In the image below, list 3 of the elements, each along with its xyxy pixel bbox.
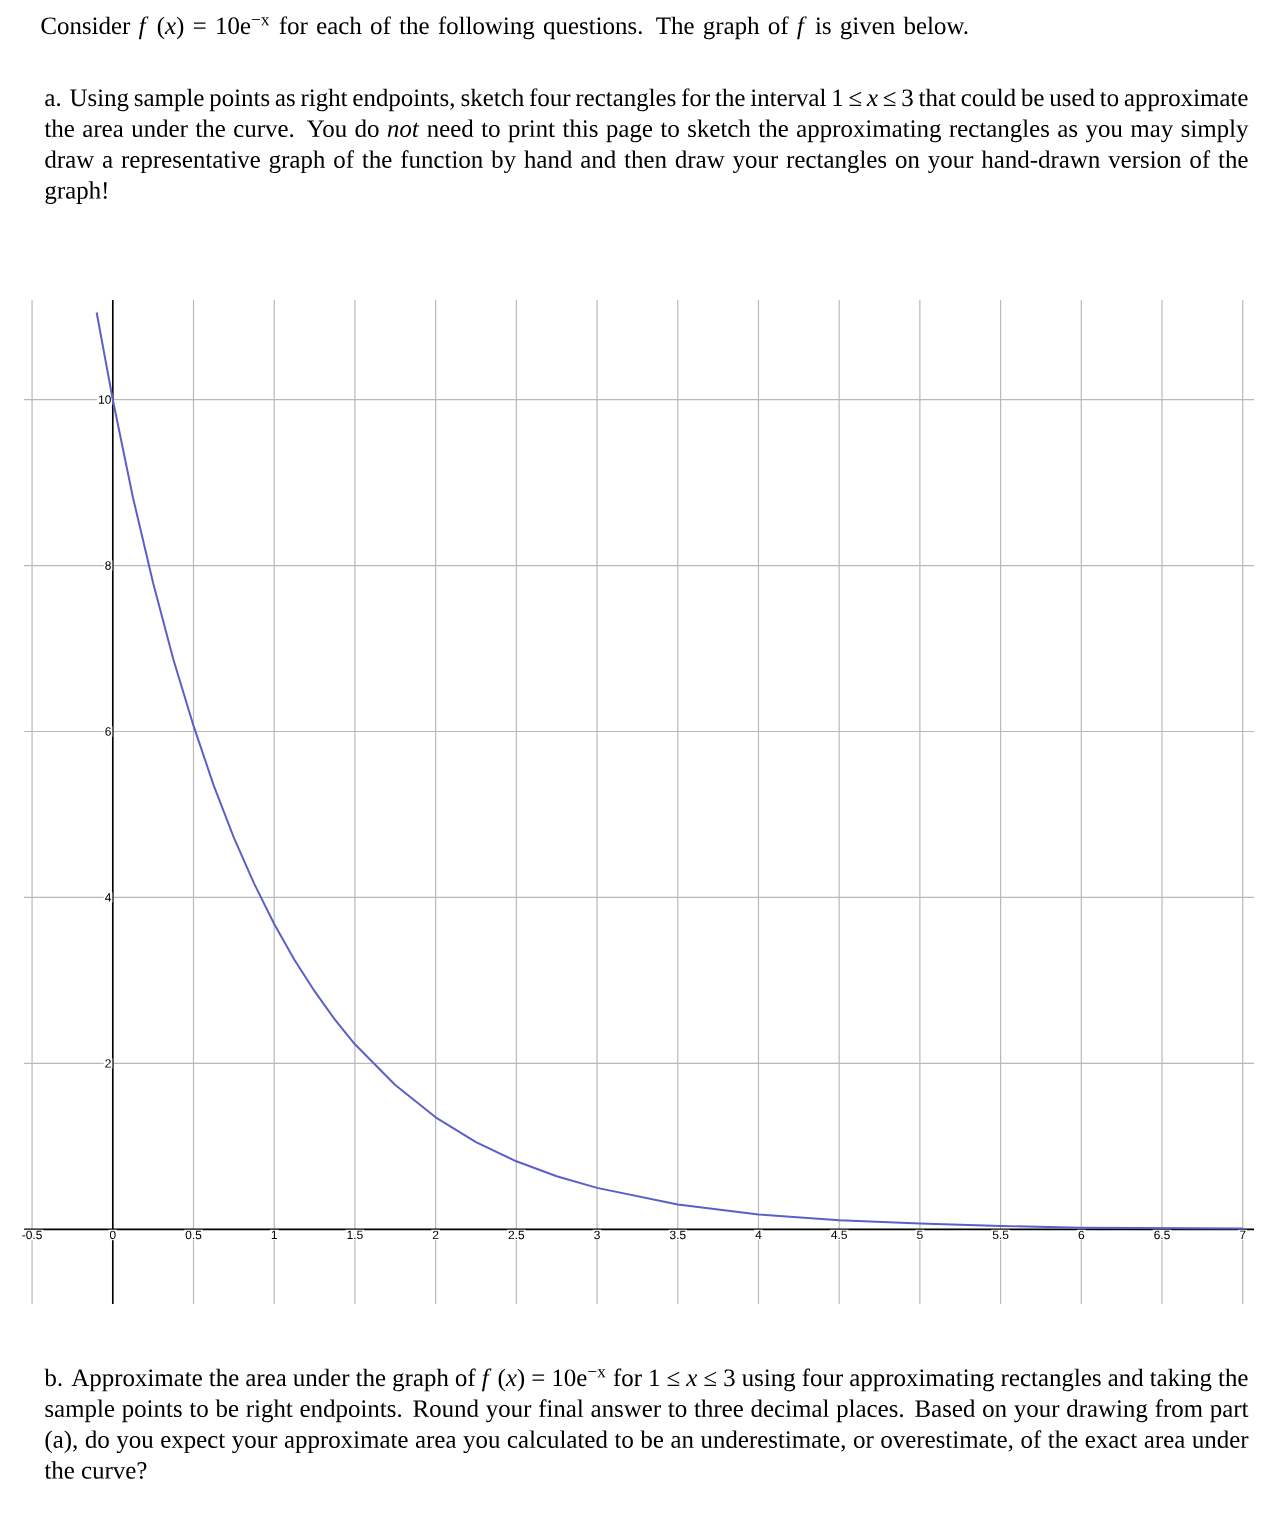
text: a. Using sample points as right endpoints, sketch four rectangles for the interval 1 ≤ x ≤ 3 that could be used to approximate the area under the curve. You do not need to print this page to sketch the approximating rectangles as you may simply draw a representative graph of the function by hand and then draw your rectangles on your hand-drawn version of the graph! — [44, 88, 1249, 204]
text: b. Approximate the area under the graph of f (x) = 10e$^{−x}$ for 1 ≤ x ≤ 3 using four approximating rectangles and taking the sample points to be right endpoints. Round your final answer to three decimal places. Based on your drawing from part (a), do you expect your approximate area you calculated to be an underestimate, or overestimate, of the exact area under the curve? — [44, 1368, 1249, 1479]
chart-title: Consider f (x) = 10e$^{−x}$ for each of the following questions. The graph of f is given below. — [41, 16, 968, 40]
